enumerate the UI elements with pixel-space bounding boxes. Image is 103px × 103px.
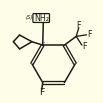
FancyBboxPatch shape (33, 14, 49, 22)
Text: ·: · (42, 39, 45, 48)
Text: NH₂: NH₂ (34, 13, 49, 23)
Text: F: F (82, 42, 86, 51)
Text: F: F (87, 30, 91, 39)
Text: F: F (76, 20, 81, 30)
Text: F: F (39, 88, 44, 97)
Text: (S): (S) (26, 15, 33, 20)
